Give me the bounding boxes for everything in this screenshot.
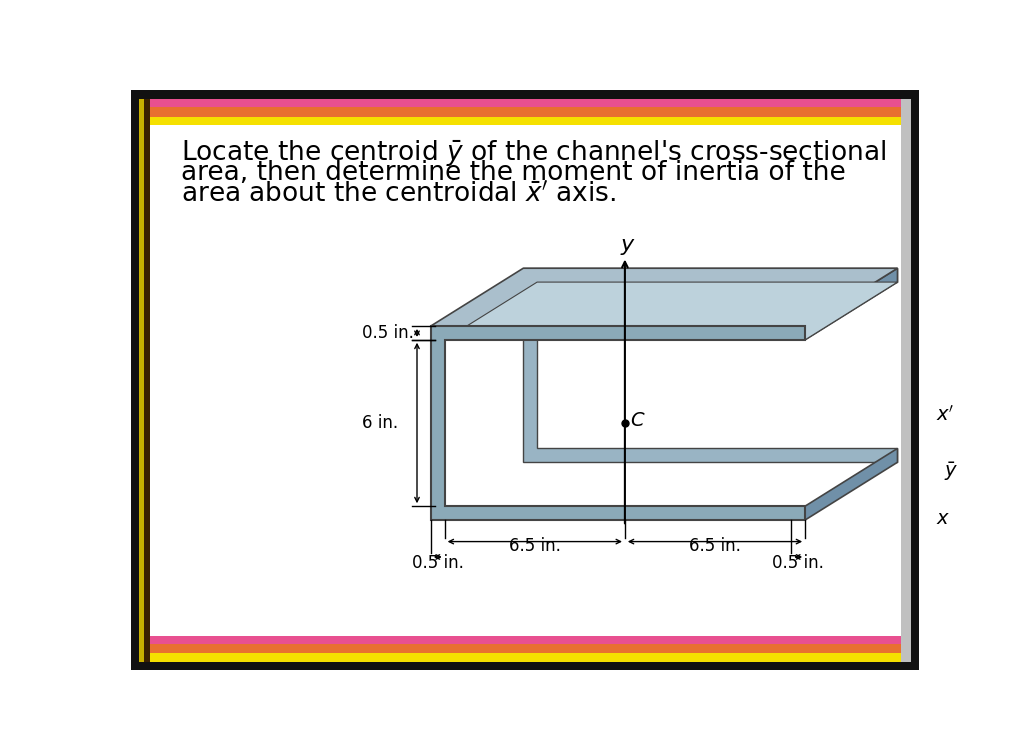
Polygon shape	[805, 448, 897, 520]
Text: $y$: $y$	[620, 236, 636, 257]
Text: 6.5 in.: 6.5 in.	[689, 537, 741, 555]
Bar	[910, 90, 920, 670]
Text: area, then determine the moment of inertia of the: area, then determine the moment of inert…	[180, 160, 846, 187]
Bar	[150, 117, 900, 125]
Bar	[901, 99, 910, 662]
Bar	[150, 644, 900, 654]
Bar	[150, 125, 901, 636]
Text: area about the centroidal $\bar{x}'$ axis.: area about the centroidal $\bar{x}'$ axi…	[180, 182, 615, 208]
Text: $x$: $x$	[936, 509, 950, 528]
Text: $C$: $C$	[631, 411, 646, 430]
Text: 0.5 in.: 0.5 in.	[772, 553, 824, 572]
Bar	[130, 90, 139, 670]
Polygon shape	[431, 326, 805, 520]
Bar	[137, 96, 144, 664]
Text: $x'$: $x'$	[936, 404, 954, 425]
Text: 6.5 in.: 6.5 in.	[509, 537, 561, 555]
Bar	[150, 99, 900, 107]
Text: $\bar{y}$: $\bar{y}$	[944, 460, 958, 483]
Text: Locate the centroid $\bar{y}$ of the channel's cross-sectional: Locate the centroid $\bar{y}$ of the cha…	[180, 139, 886, 169]
Polygon shape	[444, 282, 897, 340]
Text: 0.5 in.: 0.5 in.	[361, 324, 414, 342]
Bar	[130, 662, 920, 670]
Text: 6 in.: 6 in.	[361, 414, 397, 432]
Bar	[150, 107, 900, 117]
Polygon shape	[431, 268, 897, 326]
Bar	[150, 636, 900, 644]
Bar	[144, 96, 150, 664]
Polygon shape	[805, 268, 897, 340]
Text: 0.5 in.: 0.5 in.	[412, 553, 464, 572]
Bar	[130, 90, 920, 99]
Polygon shape	[523, 268, 897, 462]
Bar	[150, 654, 900, 662]
